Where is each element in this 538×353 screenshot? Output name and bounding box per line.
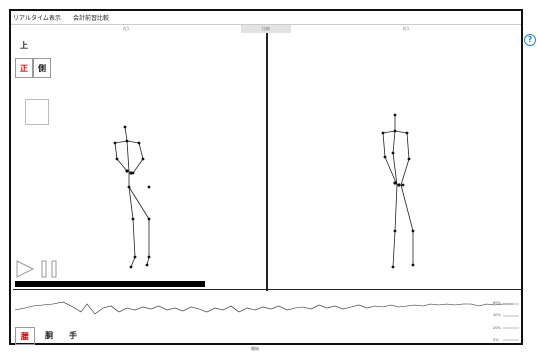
view-side-button[interactable]: 側 <box>33 58 51 78</box>
view-buttons: 上 正 側 <box>15 36 53 80</box>
timeline-footer-label: 開始 <box>251 346 259 352</box>
progress-bar[interactable] <box>15 281 205 287</box>
right-panel-header: 右1 <box>291 25 521 33</box>
left-panel-header: 左1 <box>11 25 241 33</box>
mode-torso-button[interactable]: 胴 <box>39 327 59 345</box>
skeleton-left <box>99 107 159 273</box>
skeleton-right <box>363 101 423 273</box>
panel-divider <box>266 33 268 291</box>
tab-compare[interactable]: 会計前習比較 <box>73 13 109 22</box>
percent-label-2: 40% <box>493 313 501 317</box>
view-top-button[interactable]: 上 <box>15 36 33 56</box>
titlebar: リアルタイム表示 会計前習比較 <box>11 11 521 25</box>
app-window: リアルタイム表示 会計前習比較 左1 比較 右1 上 正 側 <box>9 9 523 345</box>
thumbnail-box[interactable] <box>25 99 49 125</box>
mode-hand-button[interactable]: 手 <box>63 327 83 345</box>
pause-icon[interactable] <box>39 259 61 279</box>
view-front-button[interactable]: 正 <box>15 58 33 78</box>
compare-header[interactable]: 比較 <box>241 25 291 33</box>
play-icon[interactable] <box>15 259 35 279</box>
percent-label-3: 20% <box>493 326 501 330</box>
percent-label-1: 60% <box>493 301 501 305</box>
mode-waist-button[interactable]: 腰 <box>15 327 35 345</box>
percent-label-4: 0% <box>493 338 499 342</box>
mode-buttons: 腰 胴 手 <box>15 327 91 345</box>
playback-controls <box>15 259 63 279</box>
help-icon[interactable]: ? <box>524 34 536 46</box>
tab-realtime[interactable]: リアルタイム表示 <box>13 13 61 22</box>
